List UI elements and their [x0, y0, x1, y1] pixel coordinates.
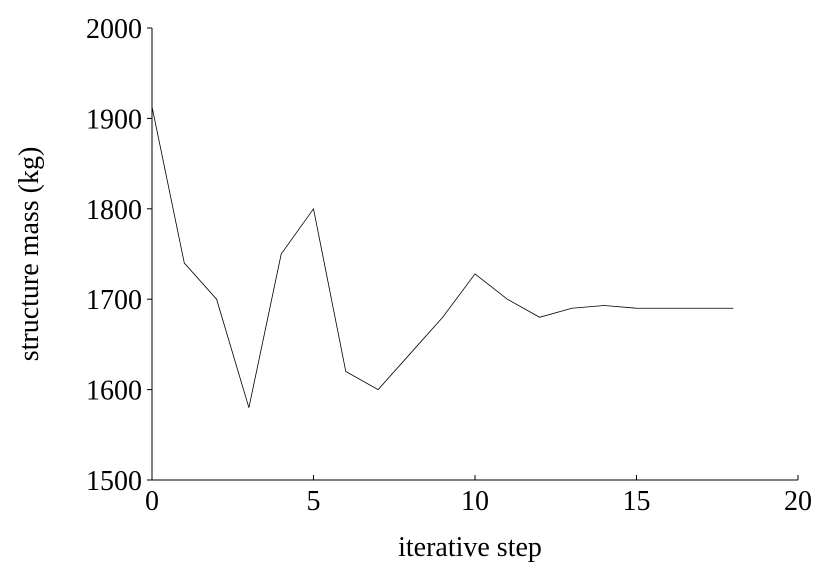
y-tick-label: 1600	[86, 376, 142, 407]
x-tick-label: 10	[461, 486, 489, 517]
x-tick-label: 20	[784, 486, 812, 517]
x-tick-label: 15	[623, 486, 651, 517]
x-axis-label: iterative step	[398, 532, 542, 563]
x-tick-label: 0	[145, 486, 159, 517]
x-tick-label: 5	[307, 486, 321, 517]
y-tick-label: 1700	[86, 285, 142, 316]
y-tick-label: 1500	[86, 466, 142, 497]
y-tick-label: 2000	[86, 14, 142, 45]
y-axis-label: structure mass (kg)	[14, 147, 45, 362]
line	[151, 106, 734, 408]
y-tick-label: 1800	[86, 195, 142, 226]
y-tick-label: 1900	[86, 104, 142, 135]
